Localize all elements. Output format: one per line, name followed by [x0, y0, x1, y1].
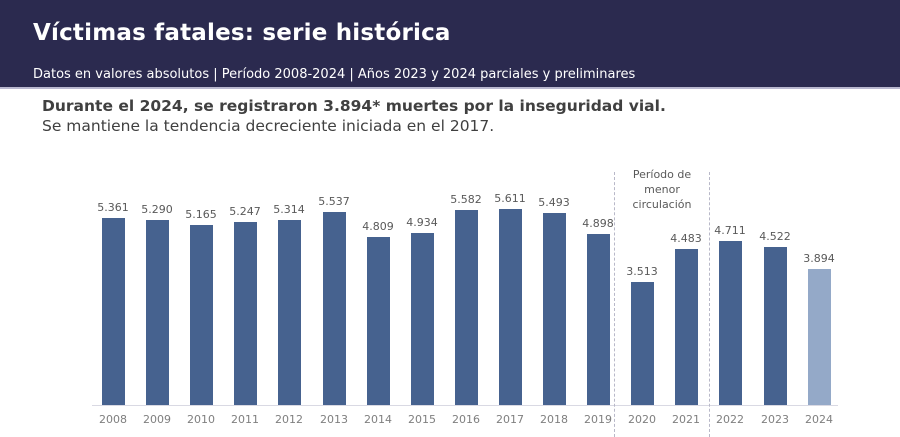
annotation-line-1: Período de [632, 168, 692, 181]
value-label-2021: 4.483 [670, 232, 702, 245]
value-label-2010: 5.165 [185, 208, 217, 221]
x-tick-2023: 2023 [761, 413, 789, 426]
page-subtitle: Datos en valores absolutos | Período 200… [33, 67, 636, 82]
bar-2022 [718, 241, 742, 405]
x-tick-2015: 2015 [408, 413, 436, 426]
bar-2020 [630, 282, 654, 405]
value-label-2019: 4.898 [582, 217, 614, 230]
bar-2017 [498, 209, 522, 405]
bar-2013 [322, 212, 346, 405]
headline-regular: Se mantiene la tendencia decreciente ini… [42, 117, 495, 135]
bar-2015 [410, 233, 434, 405]
bar-2024 [807, 269, 831, 405]
divider-2021-2022 [709, 172, 710, 437]
bar-2008 [101, 218, 125, 405]
x-tick-2019: 2019 [584, 413, 612, 426]
x-tick-2010: 2010 [187, 413, 215, 426]
x-axis-line [92, 405, 838, 406]
page-title: Víctimas fatales: serie histórica [33, 20, 451, 46]
x-tick-2022: 2022 [716, 413, 744, 426]
annotation-line-3: circulación [632, 198, 692, 211]
annotation-lower-circulation: Período de menor circulación [614, 167, 710, 212]
value-label-2022: 4.711 [714, 224, 746, 237]
bar-2019 [586, 234, 610, 405]
bar-2009 [145, 220, 169, 405]
bar-2021 [674, 249, 698, 405]
divider-2019-2020 [614, 172, 615, 437]
x-tick-2013: 2013 [320, 413, 348, 426]
bar-2014 [366, 237, 390, 405]
x-tick-2011: 2011 [231, 413, 259, 426]
annotation-line-2: menor [644, 183, 680, 196]
x-tick-2008: 2008 [99, 413, 127, 426]
value-label-2024: 3.894 [803, 252, 835, 265]
bar-2011 [233, 222, 257, 405]
value-label-2008: 5.361 [97, 201, 129, 214]
value-label-2009: 5.290 [141, 203, 173, 216]
value-label-2017: 5.611 [494, 192, 526, 205]
x-tick-2018: 2018 [540, 413, 568, 426]
x-tick-2020: 2020 [628, 413, 656, 426]
x-tick-2014: 2014 [364, 413, 392, 426]
value-label-2016: 5.582 [450, 193, 482, 206]
value-label-2023: 4.522 [759, 230, 791, 243]
value-label-2012: 5.314 [273, 203, 305, 216]
x-tick-2009: 2009 [143, 413, 171, 426]
bar-2010 [189, 225, 213, 405]
value-label-2020: 3.513 [626, 265, 658, 278]
bar-2023 [763, 247, 787, 405]
bar-2018 [542, 213, 566, 405]
value-label-2015: 4.934 [406, 216, 438, 229]
value-label-2018: 5.493 [538, 196, 570, 209]
value-label-2011: 5.247 [229, 205, 261, 218]
headline-bold: Durante el 2024, se registraron 3.894* m… [42, 97, 666, 115]
x-tick-2017: 2017 [496, 413, 524, 426]
header-banner: Víctimas fatales: serie histórica Datos … [0, 0, 900, 89]
x-tick-2012: 2012 [275, 413, 303, 426]
value-label-2013: 5.537 [318, 195, 350, 208]
bar-2012 [277, 220, 301, 405]
bar-2016 [454, 210, 478, 405]
x-tick-2016: 2016 [452, 413, 480, 426]
x-tick-2021: 2021 [672, 413, 700, 426]
value-label-2014: 4.809 [362, 220, 394, 233]
x-tick-2024: 2024 [805, 413, 833, 426]
